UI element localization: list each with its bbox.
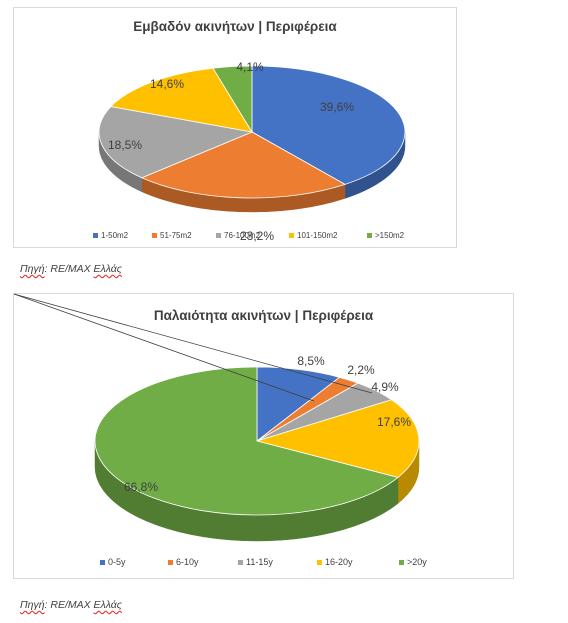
pie-slice-76-100m2 xyxy=(98,106,254,179)
legend-item-101-150m2: 101-150m2 xyxy=(297,231,338,240)
source-brand: Ελλάς xyxy=(93,263,122,275)
data-label-6-10y: 2,2% xyxy=(347,363,375,377)
leader-line xyxy=(13,293,315,402)
pie-slice-150m2 xyxy=(212,65,253,134)
source-text: : RE/MAX xyxy=(44,263,94,275)
chart-title: Εμβαδόν ακινήτων | Περιφέρεια xyxy=(133,19,337,34)
source-brand: Ελλάς xyxy=(93,599,122,611)
legend-item-16-20y: 16-20y xyxy=(325,557,353,567)
pie-slice-16-20y xyxy=(255,399,420,478)
legend-item-150m2: >150m2 xyxy=(375,231,405,240)
data-label-1-50m2: 39,6% xyxy=(320,100,354,114)
data-label-11-15y: 4,9% xyxy=(371,380,399,394)
pie-slice-101-150m2 xyxy=(110,67,253,133)
data-label-20y: 66,8% xyxy=(124,480,158,494)
pie-slices xyxy=(94,366,420,516)
data-label-0-5y: 8,5% xyxy=(297,354,325,368)
legend-item-51-75m2: 51-75m2 xyxy=(160,231,192,240)
legend-swatch-11-15y xyxy=(238,560,243,565)
legend-swatch-51-75m2 xyxy=(152,233,157,238)
legend: 0-5y 6-10y 11-15y 16-20y >20y xyxy=(100,557,427,567)
pie-slice-1-50m2 xyxy=(251,65,406,185)
data-label-101-150m2: 14,6% xyxy=(150,77,184,91)
data-label-76-100m2: 18,5% xyxy=(108,138,142,152)
data-label-51-75m2: 23,2% xyxy=(240,229,274,243)
area-pie-svg: 39,6% 23,2% 18,5% 14,6% 4,1% 1-50m2 51-75m2 76-… xyxy=(93,60,406,243)
pie-slices xyxy=(98,65,406,199)
legend-swatch-101-150m2 xyxy=(289,233,294,238)
pie-slice-20y xyxy=(94,366,399,516)
leader-line xyxy=(13,293,373,394)
chart-title: Παλαιότητα ακινήτων | Περιφέρεια xyxy=(153,308,374,323)
source-prefix: Πηγή xyxy=(20,599,45,611)
legend-item-11-15y: 11-15y xyxy=(246,557,273,567)
legend: 1-50m2 51-75m2 76-100m2 101-150m2 >150m2 xyxy=(93,231,405,240)
legend-swatch-20y xyxy=(399,560,404,565)
source-note: Πηγή: RE/MAX Ελλάς xyxy=(20,599,122,611)
legend-swatch-0-5y xyxy=(100,560,105,565)
legend-item-0-5y: 0-5y xyxy=(108,557,126,567)
age-pie-chart: Παλαιότητα ακινήτων | Περιφέρεια 8,5% 2,2… xyxy=(13,293,514,579)
pie-slice-51-75m2 xyxy=(140,131,346,199)
legend-item-76-100m2: 76-100m2 xyxy=(224,231,261,240)
pie-slice-0-5y xyxy=(256,366,341,442)
legend-swatch-6-10y xyxy=(168,560,173,565)
source-text: : RE/MAX xyxy=(44,599,94,611)
legend-item-20y: >20y xyxy=(407,557,427,567)
data-label-150m2: 4,1% xyxy=(236,60,264,74)
legend-swatch-76-100m2 xyxy=(216,233,221,238)
legend-swatch-150m2 xyxy=(367,233,372,238)
legend-swatch-1-50m2 xyxy=(93,233,98,238)
legend-item-1-50m2: 1-50m2 xyxy=(101,231,129,240)
source-note: Πηγή: RE/MAX Ελλάς xyxy=(20,263,122,275)
legend-item-6-10y: 6-10y xyxy=(176,557,199,567)
area-pie-chart: Εμβαδόν ακινήτων | Περιφέρεια 39,6% 23,2%… xyxy=(13,7,457,248)
age-pie-svg: 8,5% 2,2% 4,9% 17,6% 66,8% 0-5y 6-10y 11-15y 16-… xyxy=(13,293,427,567)
source-prefix: Πηγή xyxy=(20,263,45,275)
data-label-16-20y: 17,6% xyxy=(377,415,411,429)
legend-swatch-16-20y xyxy=(317,560,322,565)
